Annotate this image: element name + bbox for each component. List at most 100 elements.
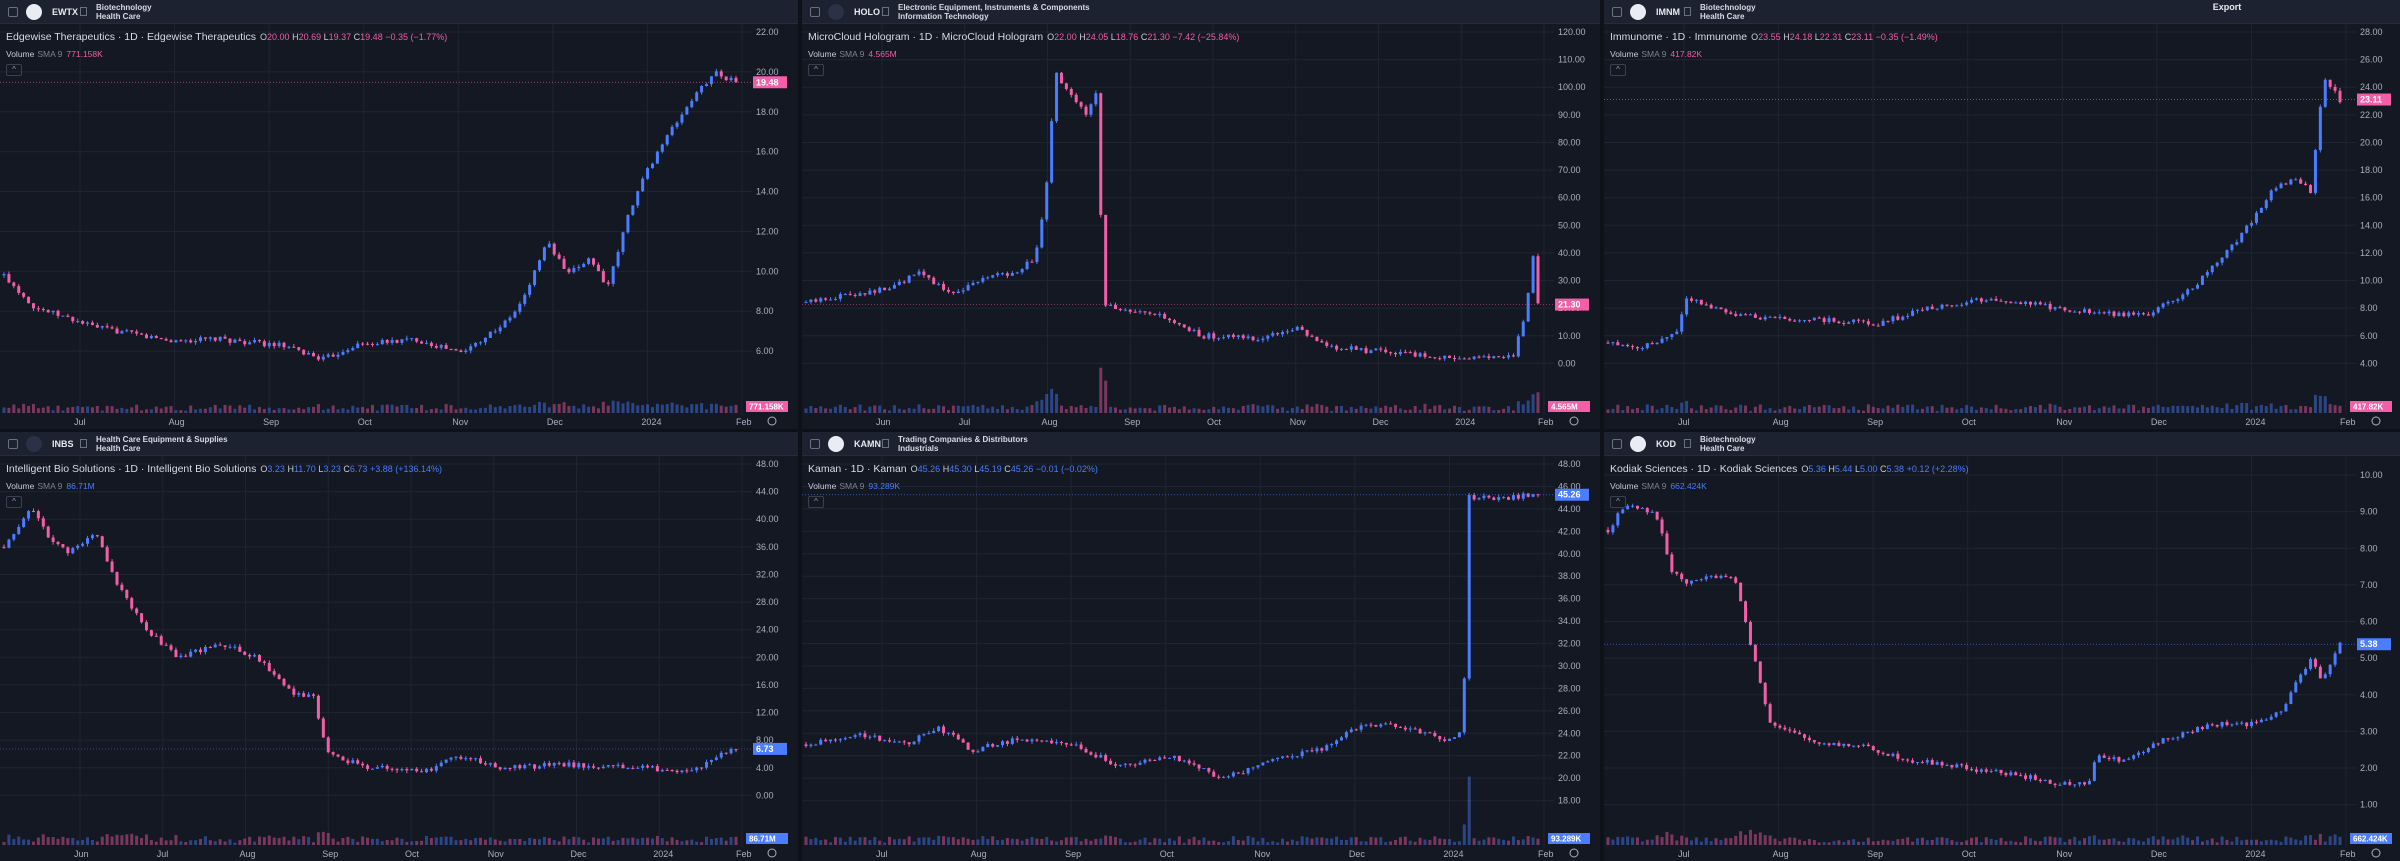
y-tick-label: 28.00: [1558, 683, 1581, 693]
candle: [1462, 358, 1466, 360]
ticker-symbol[interactable]: KAMN: [854, 439, 881, 449]
settings-gear-icon[interactable]: [2371, 416, 2381, 426]
price-chart[interactable]: 10.009.008.007.006.005.004.003.002.001.0…: [1604, 456, 2400, 861]
collapse-legend-button[interactable]: ^: [808, 64, 824, 76]
settings-gear-icon[interactable]: [767, 416, 777, 426]
candle: [1133, 764, 1137, 766]
select-checkbox[interactable]: [8, 439, 18, 449]
price-chart[interactable]: 48.0046.0044.0042.0040.0038.0036.0034.00…: [802, 456, 1600, 861]
candle: [1487, 495, 1491, 498]
volume-bar: [670, 402, 674, 413]
select-checkbox[interactable]: [1612, 439, 1622, 449]
candle: [1881, 320, 1885, 326]
candle: [1114, 305, 1118, 310]
candle: [2245, 722, 2249, 727]
select-checkbox[interactable]: [1612, 7, 1622, 17]
volume-bar: [356, 841, 360, 845]
candle: [1364, 724, 1368, 726]
candle: [2087, 780, 2091, 785]
price-chart[interactable]: 120.00110.00100.0090.0080.0070.0060.0050…: [802, 24, 1600, 429]
volume-bar: [971, 404, 975, 413]
plot-area[interactable]: [802, 456, 1554, 861]
candle: [572, 762, 576, 768]
ohlc-readout: O5.36 H5.44 L5.00 C5.38 +0.12 (+2.28%): [1801, 464, 1968, 474]
ticker-symbol[interactable]: HOLO: [854, 7, 880, 17]
volume-bar: [169, 406, 173, 413]
volume-bar: [1045, 837, 1049, 845]
price-chart[interactable]: 22.0020.0018.0016.0014.0012.0010.008.006…: [0, 24, 798, 429]
candle: [287, 346, 291, 348]
plot-area[interactable]: [802, 24, 1554, 429]
settings-gear-icon[interactable]: [2371, 848, 2381, 858]
candle: [951, 291, 955, 294]
candle: [1901, 316, 1905, 320]
settings-gear-icon[interactable]: [1569, 416, 1579, 426]
volume-bar: [2058, 406, 2062, 413]
candle: [2092, 312, 2096, 314]
volume-bar: [366, 837, 370, 845]
collapse-legend-button[interactable]: ^: [808, 496, 824, 508]
y-tick-label: 38.00: [1558, 571, 1581, 581]
candle: [208, 337, 212, 339]
collapse-legend-button[interactable]: ^: [6, 496, 22, 508]
candle: [1325, 342, 1329, 346]
volume-bar: [1010, 406, 1014, 413]
candle: [1773, 316, 1777, 318]
settings-gear-icon[interactable]: [1569, 848, 1579, 858]
select-checkbox[interactable]: [8, 7, 18, 17]
collapse-legend-button[interactable]: ^: [6, 64, 22, 76]
candle: [307, 353, 311, 355]
plot-area[interactable]: [0, 456, 752, 861]
y-tick-label: 3.00: [2360, 726, 2378, 736]
volume-bar: [2053, 404, 2057, 413]
candle: [1616, 342, 1620, 346]
price-chart[interactable]: 48.0044.0040.0036.0032.0028.0024.0020.00…: [0, 456, 798, 861]
volume-bar: [1055, 841, 1059, 845]
export-button[interactable]: Export: [2198, 0, 2256, 14]
volume-bar: [2200, 404, 2204, 413]
candle: [843, 738, 847, 740]
plot-area[interactable]: [1604, 24, 2356, 429]
candle: [1138, 762, 1142, 765]
candle: [1935, 762, 1939, 765]
volume-bar: [971, 839, 975, 845]
ticker-symbol[interactable]: INBS: [52, 439, 74, 449]
ticker-symbol[interactable]: EWTX: [52, 7, 78, 17]
collapse-legend-button[interactable]: ^: [1610, 496, 1626, 508]
price-chart[interactable]: 28.0026.0024.0022.0020.0018.0016.0014.00…: [1604, 24, 2400, 429]
select-checkbox[interactable]: [810, 439, 820, 449]
volume-bar: [144, 409, 148, 413]
volume-bar: [1665, 404, 1669, 413]
volume-bar: [213, 841, 217, 845]
volume-bar: [616, 840, 620, 845]
volume-bar: [2250, 409, 2254, 413]
plot-area[interactable]: [0, 24, 752, 429]
volume-bar: [1847, 840, 1851, 845]
ticker-symbol[interactable]: KOD: [1656, 439, 1676, 449]
flag-icon: [882, 7, 889, 16]
select-checkbox[interactable]: [810, 7, 820, 17]
ticker-symbol[interactable]: IMNM: [1656, 7, 1680, 17]
volume-bar: [2186, 406, 2190, 413]
candle: [1876, 325, 1880, 327]
volume-bar: [2068, 408, 2072, 413]
volume-bar: [577, 837, 581, 845]
candle: [7, 539, 11, 548]
volume-bar: [326, 408, 330, 413]
ohlc-h: 45.30: [949, 464, 972, 474]
ohlc-key: L: [1110, 32, 1116, 42]
sma-label: SMA 9: [1641, 481, 1667, 491]
volume-bar: [257, 836, 261, 845]
volume-bar: [1310, 838, 1314, 845]
candle: [410, 338, 414, 340]
candle: [1832, 318, 1836, 322]
settings-gear-icon[interactable]: [767, 848, 777, 858]
candle: [1852, 319, 1856, 323]
volume-bar: [714, 403, 718, 413]
collapse-legend-button[interactable]: ^: [1610, 64, 1626, 76]
candle: [248, 654, 252, 657]
volume-bar: [86, 406, 90, 413]
volume-bar: [606, 836, 610, 845]
volume-bar: [1611, 408, 1615, 413]
volume-bar: [86, 837, 90, 845]
